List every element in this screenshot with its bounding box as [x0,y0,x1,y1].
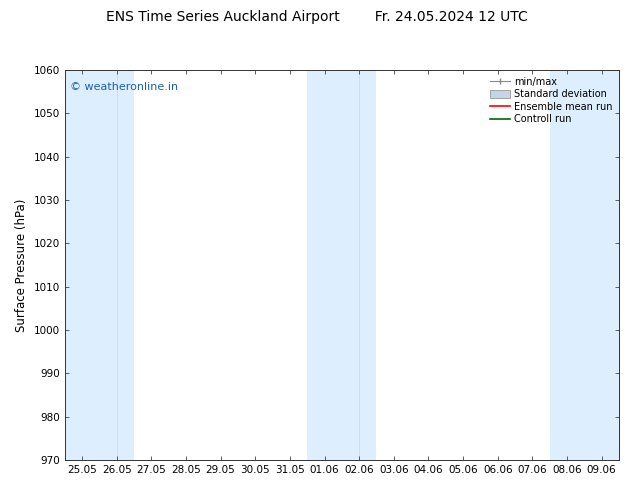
Text: © weatheronline.in: © weatheronline.in [70,82,178,92]
Bar [550,70,619,460]
Text: ENS Time Series Auckland Airport        Fr. 24.05.2024 12 UTC: ENS Time Series Auckland Airport Fr. 24.… [106,10,528,24]
Bar [307,70,377,460]
Legend: min/max, Standard deviation, Ensemble mean run, Controll run: min/max, Standard deviation, Ensemble me… [488,75,614,126]
Y-axis label: Surface Pressure (hPa): Surface Pressure (hPa) [15,198,28,332]
Bar [65,70,134,460]
